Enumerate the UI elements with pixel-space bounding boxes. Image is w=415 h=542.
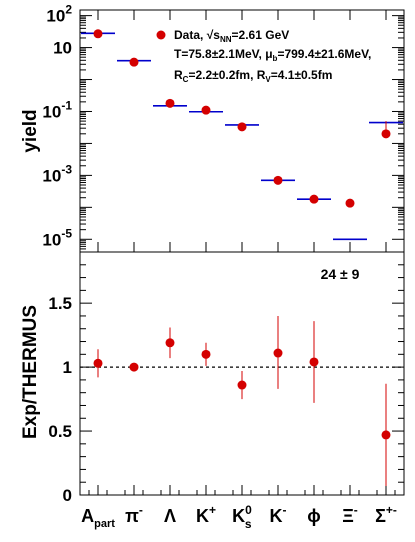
legend-data-marker — [156, 30, 166, 40]
bottom-y-tick-label: 0.5 — [48, 422, 72, 441]
x-category-label: Σ+- — [375, 503, 397, 526]
top-y-tick-label: 10-3 — [42, 162, 72, 185]
top-y-tick-label: 10-1 — [42, 98, 72, 121]
x-category-label: K0 s — [232, 503, 252, 531]
legend-data-entry: Data, √sNN=2.61 GeV — [174, 28, 289, 44]
ratio-point — [129, 362, 139, 372]
data-point — [345, 198, 355, 208]
ratio-point — [237, 380, 247, 390]
x-category-label: Λ — [164, 506, 176, 526]
x-category-label: Ξ- — [342, 503, 358, 526]
data-point — [309, 194, 319, 204]
chi2-annotation: 24 ± 9 — [321, 266, 360, 282]
top-y-axis-label: yield — [20, 109, 41, 152]
bottom-y-tick-label: 1.5 — [48, 294, 72, 313]
data-point — [93, 29, 103, 39]
top-y-tick-label: 10 — [53, 39, 72, 58]
data-point — [273, 175, 283, 185]
data-point — [201, 105, 211, 115]
ratio-point — [201, 349, 211, 359]
x-category-label: π- — [125, 503, 143, 526]
ratio-point — [165, 338, 175, 348]
legend: Data, √sNN=2.61 GeV T=75.8±2.1MeV, μb=79… — [156, 28, 371, 84]
ratio-point — [381, 430, 391, 440]
x-category-label: ϕ — [307, 506, 321, 526]
data-point — [165, 98, 175, 108]
legend-radius-parameters: RC=2.2±0.2fm, RV=4.1±0.5fm — [174, 68, 332, 84]
data-point — [129, 57, 139, 67]
bottom-y-axis-label: Exp/THERMUS — [20, 305, 41, 439]
data-point — [237, 122, 247, 132]
x-category-label: K+ — [196, 503, 216, 526]
ratio-point — [309, 357, 319, 367]
top-y-tick-label: 10-5 — [42, 226, 72, 249]
ratio-point — [273, 348, 283, 358]
x-category-label: K- — [270, 503, 287, 526]
bottom-y-tick-label: 1 — [63, 358, 72, 377]
bottom-y-tick-label: 0 — [63, 486, 72, 505]
legend-temperature-parameters: T=75.8±2.1MeV, μb=799.4±21.6MeV, — [174, 47, 371, 63]
top-panel: 102 10 10-1 10-3 10-5 — [42, 3, 404, 252]
x-category-label: Apart — [81, 506, 115, 530]
ratio-point — [93, 358, 103, 368]
data-point — [381, 129, 391, 139]
bottom-panel: 0 0.5 1 1.5 Apart π- Λ K+ K0 s K-ϕ Ξ- Σ+- — [48, 251, 404, 531]
top-y-tick-label: 102 — [46, 3, 72, 26]
